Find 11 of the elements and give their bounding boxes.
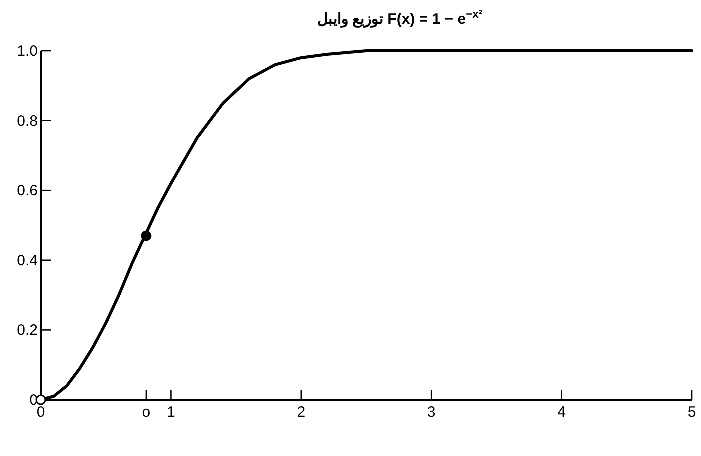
- y-tick-label: 0.4: [17, 252, 38, 270]
- x-tick-label: 2: [297, 404, 306, 421]
- x-tick-label: o: [142, 404, 151, 421]
- y-tick-label: 0.2: [17, 322, 38, 340]
- y-tick-label: 1.0: [17, 43, 38, 60]
- y-tick-label: 0.6: [17, 182, 38, 200]
- x-tick-label: 5: [688, 404, 696, 421]
- y-tick-label: 0.8: [17, 112, 38, 130]
- x-tick-label: 1: [167, 404, 176, 421]
- x-tick-label: 4: [558, 404, 566, 421]
- x-tick-label: 3: [427, 404, 436, 421]
